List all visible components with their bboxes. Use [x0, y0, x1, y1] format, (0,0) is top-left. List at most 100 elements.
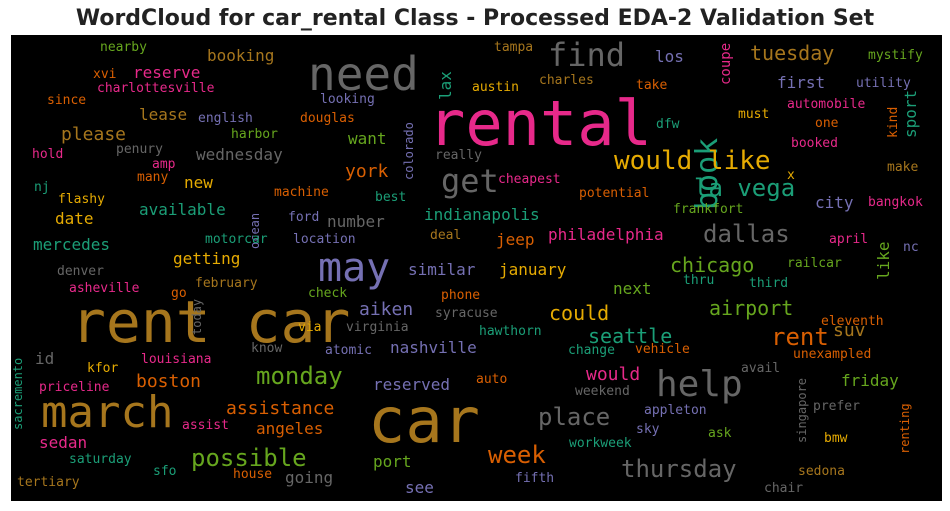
word-english: english [198, 111, 253, 126]
word-id: id [35, 349, 55, 368]
word-march: march [41, 387, 174, 438]
word-sfo: sfo [153, 464, 177, 479]
word-harbor: harbor [231, 127, 278, 142]
word-appleton: appleton [644, 403, 707, 418]
word-suv: suv [833, 320, 866, 341]
word-utility: utility [856, 76, 911, 91]
word-please: please [61, 124, 127, 145]
word-penury: penury [116, 142, 163, 157]
word-take: take [636, 78, 668, 93]
word-must: must [738, 107, 770, 122]
word-priceline: priceline [39, 380, 110, 395]
word-booked: booked [791, 136, 838, 151]
word-ford: ford [288, 210, 320, 225]
word-want: want [348, 129, 387, 148]
word-number: number [327, 212, 385, 231]
word-wednesday: wednesday [196, 145, 283, 164]
word-boston: boston [136, 371, 202, 392]
word-xvi: xvi [93, 67, 117, 82]
word-booking: booking [207, 46, 275, 65]
word-thursday: thursday [621, 455, 737, 483]
word-renting: renting [898, 403, 912, 455]
word-deal: deal [430, 228, 462, 243]
word-third: third [749, 276, 789, 291]
word-like: like [874, 241, 893, 281]
word-would: would [586, 364, 641, 385]
word-rental: rental [428, 87, 652, 160]
word-potential: potential [579, 186, 650, 201]
word-airport: airport [709, 296, 794, 320]
word-york: york [345, 161, 389, 182]
word-hold: hold [32, 147, 64, 162]
word-tampa: tampa [494, 40, 534, 55]
word-rent: rent [771, 323, 829, 351]
word-available: available [139, 200, 226, 219]
word-virginia: virginia [346, 320, 409, 335]
word-weekend: weekend [575, 384, 630, 399]
word-la-vega: la vega [694, 174, 796, 202]
word-machine: machine [274, 185, 329, 200]
word-unexampled: unexampled [793, 347, 872, 362]
word-motorcar: motorcar [205, 232, 268, 247]
word-need: need [308, 47, 419, 101]
word-charles: charles [539, 73, 594, 88]
word-mystify: mystify [868, 48, 923, 63]
word-fifth: fifth [515, 471, 555, 486]
word-dfw: dfw [656, 117, 680, 132]
word-sport: sport [901, 89, 920, 138]
word-nc: nc [903, 240, 919, 255]
word-make: make [887, 160, 919, 175]
word-get: get [441, 162, 499, 200]
word-cheapest: cheapest [498, 172, 561, 187]
word-assistance: assistance [226, 398, 335, 419]
word-mercedes: mercedes [33, 235, 111, 254]
word-date: date [55, 209, 94, 228]
word-help: help [656, 364, 743, 405]
word-auto: auto [476, 372, 508, 387]
word-coupe: coupe [718, 42, 734, 85]
word-automobile: automobile [787, 97, 866, 112]
word-would-like: would like [614, 146, 771, 176]
word-reserve: reserve [133, 63, 201, 82]
word-see: see [405, 478, 434, 497]
word-angeles: angeles [256, 419, 324, 438]
word-eleventh: eleventh [821, 314, 884, 329]
word-many: many [137, 170, 169, 185]
word-nj: nj [34, 180, 50, 195]
word-denver: denver [57, 264, 104, 279]
word-chair: chair [764, 481, 804, 496]
word-february: february [195, 276, 258, 291]
word-kfor: kfor [87, 361, 119, 376]
word-find: find [548, 36, 626, 74]
word-x: x [787, 168, 795, 183]
word-best: best [375, 190, 407, 205]
word-seattle: seattle [588, 324, 673, 348]
word-know: know [251, 341, 283, 356]
word-jeep: jeep [496, 230, 535, 249]
word-may: may [318, 245, 391, 291]
word-asheville: asheville [69, 281, 140, 296]
word-really: really [435, 148, 482, 163]
word-thru: thru [683, 273, 715, 288]
word-rent-car: rent car [71, 288, 351, 356]
word-sedona: sedona [798, 464, 845, 479]
word-reserved: reserved [373, 375, 451, 394]
word-since: since [47, 93, 87, 108]
word-going: going [285, 468, 334, 487]
word-city: city [815, 193, 854, 212]
word-amp: amp [152, 157, 176, 172]
word-louisiana: louisiana [141, 352, 212, 367]
word-check: check [308, 286, 348, 301]
word-january: january [499, 260, 567, 279]
word-sky: sky [636, 422, 660, 437]
word-ask: ask [708, 426, 732, 441]
word-tertiary: tertiary [17, 475, 80, 490]
word-saturday: saturday [69, 452, 132, 467]
word-colorado: colorado [402, 121, 416, 180]
word-looking: looking [320, 92, 375, 107]
chart-title: WordCloud for car_rental Class - Process… [75, 6, 875, 31]
word-austin: austin [472, 80, 519, 95]
word-week: week [488, 441, 546, 469]
word-assist: assist [182, 418, 229, 433]
word-bangkok: bangkok [868, 195, 923, 210]
